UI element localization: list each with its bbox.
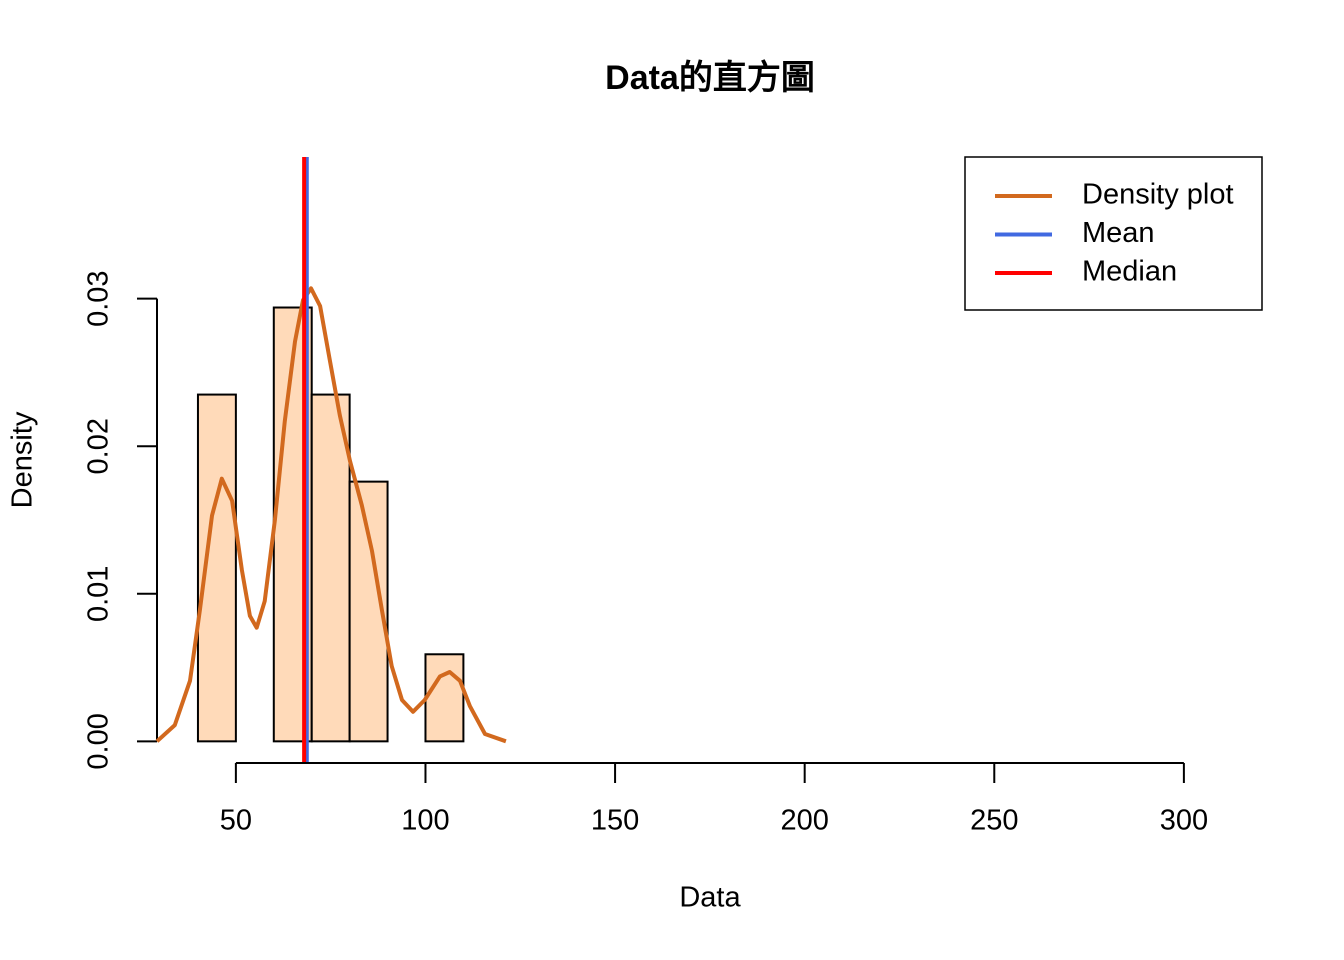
- y-axis-label: Density: [7, 411, 39, 508]
- density-line: [155, 286, 507, 744]
- legend-label: Mean: [1082, 217, 1155, 249]
- x-tick-label: 150: [591, 805, 639, 837]
- y-tick-label: 0.00: [83, 713, 115, 769]
- legend-label: Density plot: [1082, 179, 1234, 211]
- chart-title: Data的直方圖: [605, 59, 815, 97]
- x-tick-label: 300: [1160, 805, 1208, 837]
- bar: [424, 653, 465, 743]
- x-tick-label: 200: [780, 805, 828, 837]
- x-tick-label: 50: [220, 805, 252, 837]
- x-axis-label: Data: [679, 882, 741, 914]
- bar: [310, 393, 351, 743]
- x-tick-label: 250: [970, 805, 1018, 837]
- y-tick-label: 0.03: [83, 270, 115, 326]
- y-tick-label: 0.01: [83, 566, 115, 622]
- x-tick-label: 100: [401, 805, 449, 837]
- y-tick-label: 0.02: [83, 418, 115, 474]
- legend-label: Median: [1082, 256, 1177, 288]
